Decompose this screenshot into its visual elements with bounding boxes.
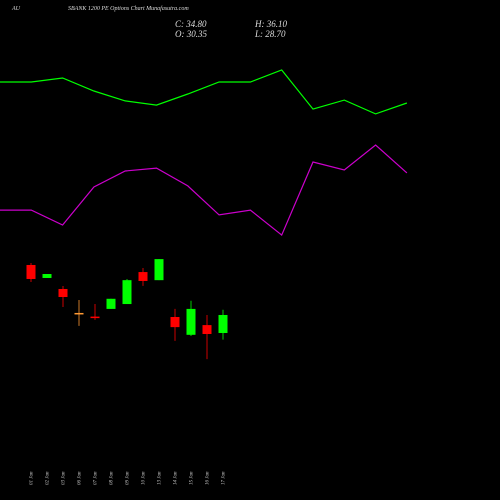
candle-body xyxy=(202,325,212,335)
indicator-line xyxy=(0,144,408,237)
x-tick-label: 07 Jan xyxy=(94,471,99,485)
x-tick-label: 06 Jan xyxy=(78,471,83,485)
candle-body xyxy=(90,316,100,319)
x-tick-label: 17 Jan xyxy=(222,471,227,485)
candle-body xyxy=(122,280,132,305)
low-label: L: 28.70 xyxy=(254,29,286,39)
chart-title: AU xyxy=(11,6,21,12)
x-tick-label: 14 Jan xyxy=(174,471,179,485)
candle-body xyxy=(42,274,52,278)
x-tick-label: 08 Jan xyxy=(110,471,115,485)
candle-body xyxy=(138,272,148,281)
x-tick-label: 16 Jan xyxy=(206,471,211,485)
candle-body xyxy=(170,317,180,328)
x-tick-label: 02 Jan xyxy=(46,471,51,485)
candle-body xyxy=(218,314,228,333)
open-label: O: 30.35 xyxy=(175,29,207,39)
x-tick-label: 09 Jan xyxy=(126,471,131,485)
candle-body xyxy=(186,308,196,335)
chart-subtitle: SBANK 1200 PE Options Chart Munafasutra.… xyxy=(68,5,189,12)
close-label: C: 34.80 xyxy=(175,19,207,29)
candle-body xyxy=(58,288,68,298)
x-tick-label: 10 Jan xyxy=(142,471,147,485)
x-tick-label: 15 Jan xyxy=(190,471,195,485)
high-label: H: 36.10 xyxy=(254,19,287,29)
x-tick-label: 01 Jan xyxy=(30,471,35,485)
candle-body xyxy=(154,259,164,281)
candle-body xyxy=(74,312,84,315)
candle-body xyxy=(26,264,36,279)
candle-body xyxy=(106,298,116,309)
indicator-line xyxy=(0,69,408,115)
x-tick-label: 13 Jan xyxy=(158,471,163,485)
x-tick-label: 03 Jan xyxy=(62,471,67,485)
